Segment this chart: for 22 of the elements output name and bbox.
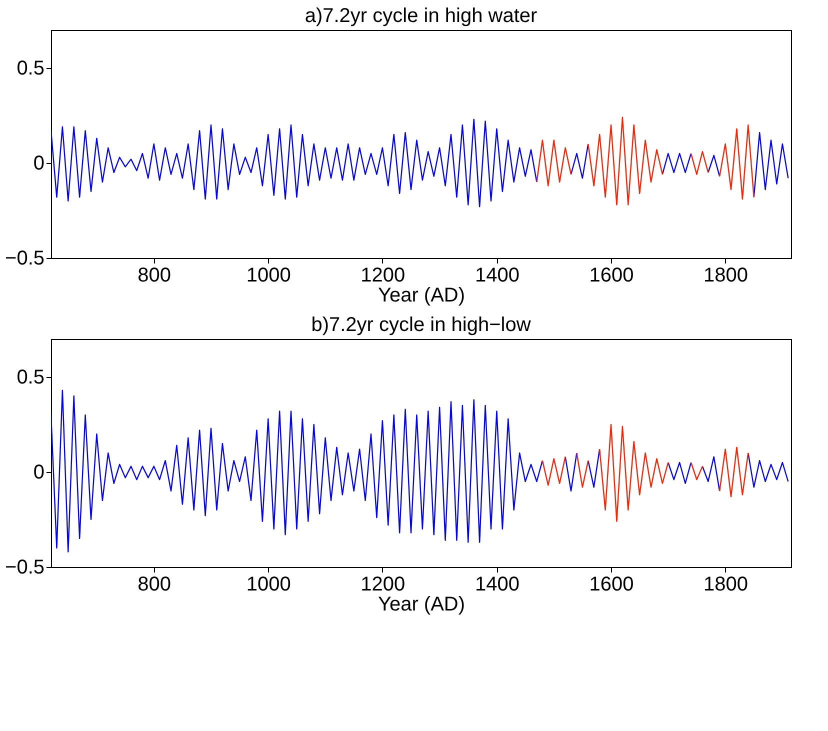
x-tick-label: 1600 xyxy=(589,264,634,286)
y-tick-label: 0 xyxy=(33,462,44,484)
y-tick-label: 0.5 xyxy=(16,58,44,80)
chart-title: a)7.2yr cycle in high water xyxy=(304,5,538,27)
x-tick-label: 1200 xyxy=(360,264,406,286)
x-axis-title: Year (AD) xyxy=(378,284,466,306)
x-tick-label: 1600 xyxy=(589,574,634,596)
x-tick-label: 1000 xyxy=(246,264,291,286)
y-tick-label: 0.5 xyxy=(16,366,44,388)
x-tick-label: 1800 xyxy=(704,264,748,286)
x-tick-label: 1400 xyxy=(474,574,520,596)
x-tick-label: 1400 xyxy=(474,264,520,286)
x-tick-label: 1200 xyxy=(360,574,406,596)
x-tick-label: 1800 xyxy=(704,574,748,596)
x-axis-title: Year (AD) xyxy=(378,594,466,616)
x-tick-label: 800 xyxy=(138,574,172,596)
y-tick-label: −0.5 xyxy=(5,248,44,270)
x-tick-label: 1000 xyxy=(246,574,291,596)
y-tick-label: 0 xyxy=(33,152,44,174)
y-tick-label: −0.5 xyxy=(5,556,44,578)
x-tick-label: 800 xyxy=(138,264,172,286)
chart-title: b)7.2yr cycle in high−low xyxy=(311,314,532,336)
